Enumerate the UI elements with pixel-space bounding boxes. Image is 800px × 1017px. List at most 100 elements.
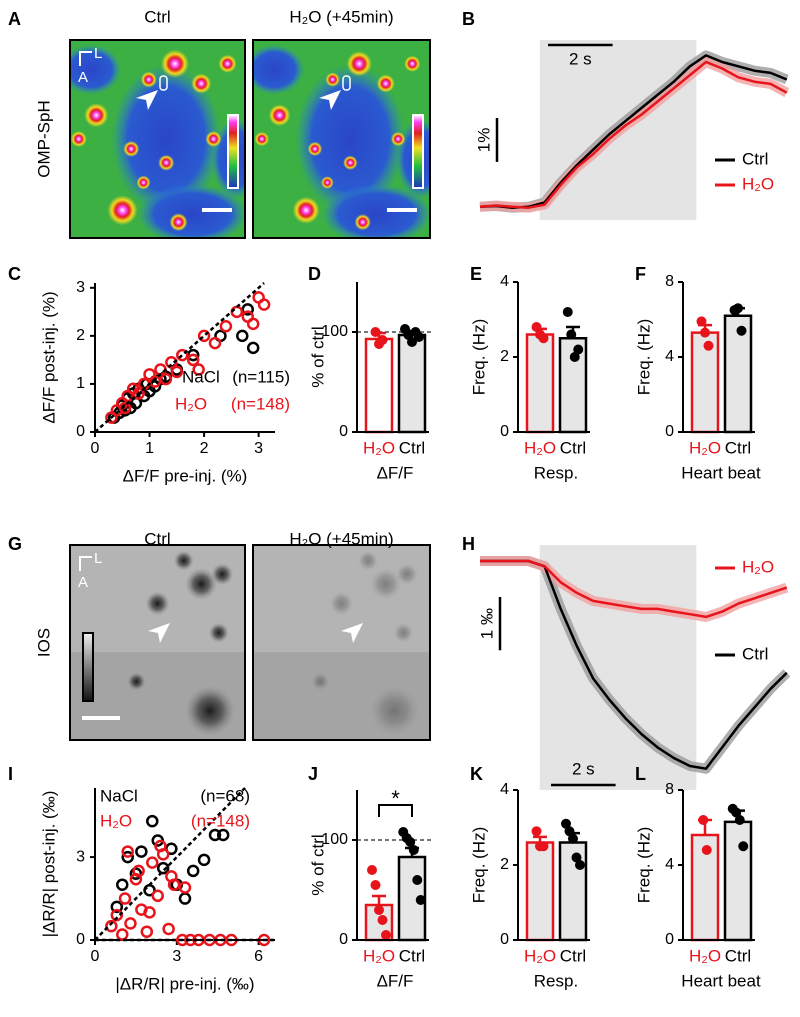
image-spot: [404, 55, 421, 72]
point: [575, 860, 585, 870]
image-spot: [376, 74, 395, 93]
point: [257, 298, 271, 311]
bar: [723, 820, 753, 942]
y-tick-label: 2: [76, 327, 85, 344]
point: [192, 363, 205, 376]
y-tick-label: 0: [339, 423, 348, 440]
point: [733, 303, 743, 314]
point: [118, 401, 132, 415]
y-tick-label: 8: [665, 781, 674, 798]
point: [135, 845, 148, 858]
legend-note: (n=115): [232, 367, 290, 386]
point: [186, 353, 200, 367]
point: [143, 906, 156, 919]
point: [118, 892, 132, 905]
point: [731, 807, 742, 818]
image-spot: [208, 622, 229, 643]
point: [700, 327, 710, 338]
x-axis-label: Resp.: [534, 971, 578, 990]
image-title: H₂O (+45min): [289, 529, 393, 548]
x-tick-label: H₂O: [524, 438, 556, 457]
point: [132, 387, 145, 400]
point: [381, 930, 391, 940]
trace: [479, 60, 788, 209]
point: [151, 889, 164, 903]
y-tick-label: 2: [500, 856, 509, 873]
y-tick-label: 4: [665, 348, 674, 365]
point: [162, 922, 175, 936]
legend-note: (n=148): [231, 394, 290, 413]
point: [230, 305, 244, 319]
bar: [397, 333, 427, 434]
point: [405, 837, 416, 847]
image-frame: [252, 544, 431, 741]
point: [146, 814, 159, 828]
image-spot: [369, 568, 402, 600]
significance-label: *: [391, 786, 400, 811]
point: [377, 335, 388, 345]
x-axis-label: Heart beat: [681, 971, 761, 990]
point: [412, 875, 423, 885]
arrowhead: [148, 623, 170, 643]
x-axis-label: ΔF/F: [377, 463, 414, 482]
image-spot: [390, 131, 406, 147]
point: [246, 341, 260, 355]
y-tick-label: 4: [500, 273, 509, 290]
y-tick-label: 3: [76, 279, 85, 296]
orientation-label: L: [94, 45, 102, 62]
legend-label: NaCl: [100, 786, 138, 805]
point: [116, 928, 129, 941]
x-tick-label: 1: [145, 440, 154, 457]
arrowhead: [136, 90, 158, 110]
legend-label: H₂O: [742, 557, 774, 576]
point: [110, 908, 124, 922]
image-frame: [252, 39, 431, 239]
y-tick-label: 3: [76, 848, 85, 865]
cell-outline: [159, 75, 168, 91]
image-spot: [311, 672, 330, 691]
bar: [525, 333, 555, 434]
y-axis-label: % of ctrl: [308, 834, 327, 895]
image-spot: [358, 550, 379, 571]
point: [159, 372, 173, 386]
error-bar: [372, 894, 386, 905]
panel-letter: C: [8, 264, 21, 284]
scale-bar-y-label: 1 ‰: [477, 608, 496, 639]
point: [178, 881, 192, 894]
point: [571, 852, 582, 863]
y-tick-label: 0: [665, 423, 674, 440]
point: [415, 895, 426, 905]
x-tick-label: Ctrl: [725, 438, 751, 457]
point: [538, 841, 549, 852]
image-spot: [107, 195, 138, 226]
image-frame: [69, 39, 246, 239]
cell-outline: [342, 75, 351, 91]
point: [241, 303, 254, 316]
orientation-label: L: [94, 550, 102, 567]
image-spot: [268, 104, 291, 127]
point: [377, 915, 388, 925]
y-tick-label: 100: [321, 323, 348, 340]
image-spot: [136, 175, 151, 190]
x-axis-label: ΔF/F pre-inj. (%): [123, 466, 248, 485]
point: [165, 356, 178, 369]
x-axis-label: ΔF/F: [377, 971, 414, 990]
point: [140, 925, 154, 938]
point: [701, 845, 712, 855]
orientation-mark: [79, 51, 92, 66]
x-tick-label: Ctrl: [399, 946, 425, 965]
image-spot: [307, 141, 323, 157]
image-blob: [111, 64, 222, 214]
point: [367, 865, 377, 875]
y-tick-label: 4: [500, 781, 509, 798]
y-axis-label: ΔF/F post-inj. (%): [39, 291, 58, 423]
image-spot: [140, 71, 157, 88]
image-spot: [321, 176, 334, 189]
x-tick-label: Ctrl: [399, 438, 425, 457]
image-spot: [325, 72, 340, 87]
x-tick-label: 3: [172, 948, 181, 965]
point: [110, 900, 124, 914]
x-tick-label: 3: [254, 440, 263, 457]
